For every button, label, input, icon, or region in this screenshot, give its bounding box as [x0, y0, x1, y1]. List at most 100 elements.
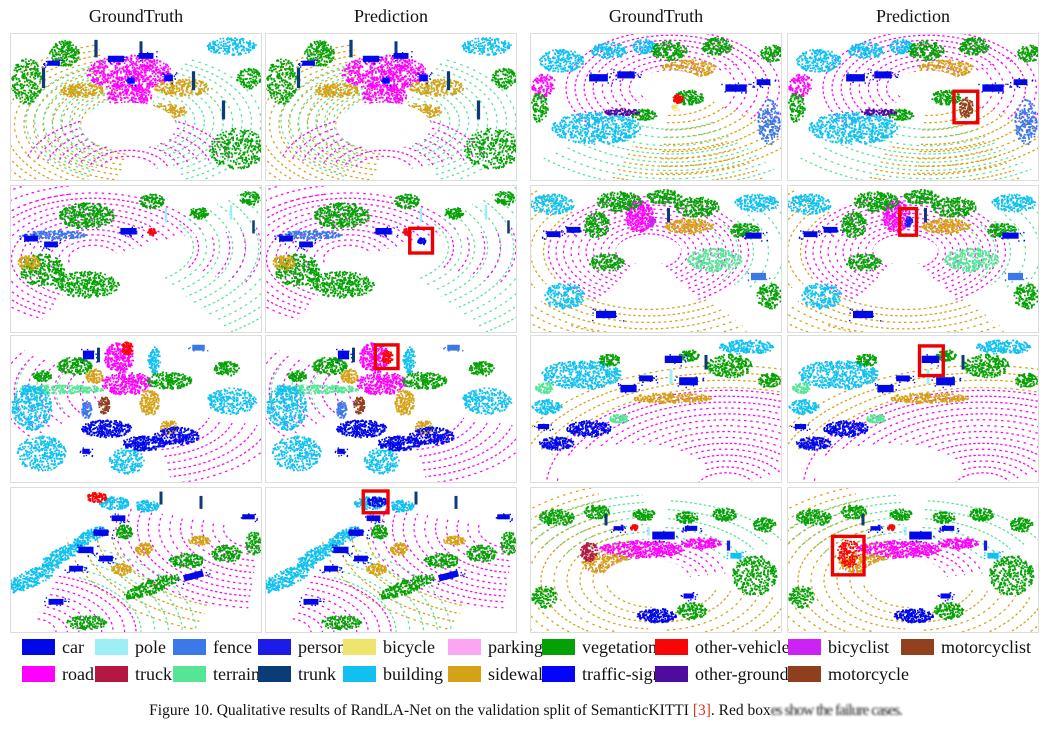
legend-swatch-fence: [173, 639, 206, 655]
legend-swatch-sidewalk: [448, 666, 481, 682]
legend-item-car: car: [22, 636, 84, 658]
legend-swatch-person: [258, 639, 291, 655]
legend-label-building: building: [383, 664, 444, 684]
pointcloud-canvas: [788, 186, 1038, 332]
legend-swatch-parking: [448, 639, 481, 655]
legend-item-building: building: [343, 663, 443, 685]
legend-item-road: road: [22, 663, 94, 685]
pointcloud-canvas: [788, 34, 1038, 180]
legend-swatch-truck: [95, 666, 128, 682]
caption-text-2: . Red box: [710, 702, 771, 719]
legend-item-bicyclist: bicyclist: [788, 636, 889, 658]
legend-item-trunk: trunk: [258, 663, 336, 685]
pointcloud-cell-r1c4-pred: [787, 33, 1039, 181]
pointcloud-cell-r4c4-pred: [787, 487, 1039, 633]
legend-swatch-bicyclist: [788, 639, 821, 655]
pointcloud-canvas: [266, 186, 516, 332]
caption-garbled-tail: es show the failure cases.: [770, 702, 903, 719]
pointcloud-canvas: [531, 488, 781, 632]
legend-label-trunk: trunk: [298, 664, 336, 684]
legend-swatch-motorcycle: [788, 666, 821, 682]
pointcloud-canvas: [266, 336, 516, 482]
legend-label-terrain: terrain: [213, 664, 260, 684]
legend-swatch-other-vehicle: [655, 639, 688, 655]
legend-label-person: person: [298, 637, 346, 657]
pointcloud-canvas: [531, 34, 781, 180]
legend-swatch-vegetation: [542, 639, 575, 655]
legend-item-sidewalk: sidewalk: [448, 663, 552, 685]
legend-label-parking: parking: [488, 637, 543, 657]
legend-swatch-trunk: [258, 666, 291, 682]
legend-item-motorcyclist: motorcyclist: [901, 636, 1031, 658]
legend-swatch-road: [22, 666, 55, 682]
legend-label-other-vehicle: other-vehicle: [695, 637, 790, 657]
legend-label-traffic-sign: traffic-sign: [582, 664, 662, 684]
citation-link[interactable]: [3]: [692, 702, 711, 719]
pointcloud-cell-r3c1-gt: [10, 335, 262, 483]
pointcloud-canvas: [11, 488, 261, 632]
pointcloud-canvas: [11, 34, 261, 180]
figure-caption: Figure 10. Qualitative results of RandLA…: [0, 702, 1051, 720]
pointcloud-cell-r2c2-pred: [265, 185, 517, 333]
pointcloud-cell-r2c4-pred: [787, 185, 1039, 333]
legend-swatch-other-ground: [655, 666, 688, 682]
legend-swatch-car: [22, 639, 55, 655]
pointcloud-cell-r1c1-gt: [10, 33, 262, 181]
legend-label-sidewalk: sidewalk: [488, 664, 552, 684]
legend-swatch-bicycle: [343, 639, 376, 655]
pointcloud-cell-r3c4-pred: [787, 335, 1039, 483]
pointcloud-canvas: [531, 336, 781, 482]
legend-label-motorcycle: motorcycle: [828, 664, 909, 684]
legend-item-person: person: [258, 636, 346, 658]
legend-swatch-motorcyclist: [901, 639, 934, 655]
legend-item-pole: pole: [95, 636, 166, 658]
legend-label-motorcyclist: motorcyclist: [941, 637, 1031, 657]
legend-item-fence: fence: [173, 636, 252, 658]
legend-label-bicycle: bicycle: [383, 637, 435, 657]
legend-item-terrain: terrain: [173, 663, 260, 685]
legend-item-traffic-sign: traffic-sign: [542, 663, 662, 685]
pointcloud-canvas: [788, 488, 1038, 632]
column-header-groundtruth-right: GroundTruth: [608, 6, 704, 26]
legend-label-vegetation: vegetation: [582, 637, 657, 657]
column-header-prediction-right: Prediction: [876, 6, 950, 26]
legend-label-road: road: [62, 664, 94, 684]
pointcloud-cell-r1c3-gt: [530, 33, 782, 181]
legend-item-truck: truck: [95, 663, 172, 685]
pointcloud-canvas: [788, 336, 1038, 482]
legend-label-pole: pole: [135, 637, 166, 657]
pointcloud-canvas: [11, 186, 261, 332]
legend-item-bicycle: bicycle: [343, 636, 435, 658]
legend-label-truck: truck: [135, 664, 172, 684]
column-header-prediction-left: Prediction: [354, 6, 428, 26]
pointcloud-cell-r4c3-gt: [530, 487, 782, 633]
legend-item-other-ground: other-ground: [655, 663, 789, 685]
legend-item-parking: parking: [448, 636, 543, 658]
pointcloud-cell-r2c3-gt: [530, 185, 782, 333]
legend-swatch-traffic-sign: [542, 666, 575, 682]
legend-swatch-building: [343, 666, 376, 682]
pointcloud-canvas: [266, 488, 516, 632]
legend-label-bicyclist: bicyclist: [828, 637, 889, 657]
pointcloud-canvas: [531, 186, 781, 332]
legend-item-other-vehicle: other-vehicle: [655, 636, 790, 658]
class-legend: car pole fence person bicycle parking vegetati…: [0, 634, 1051, 692]
legend-item-vegetation: vegetation: [542, 636, 657, 658]
legend-label-car: car: [62, 637, 84, 657]
pointcloud-canvas: [266, 34, 516, 180]
legend-label-fence: fence: [213, 637, 252, 657]
caption-text: Figure 10. Qualitative results of RandLA…: [149, 702, 693, 719]
column-header-groundtruth-left: GroundTruth: [88, 6, 184, 26]
pointcloud-cell-r3c3-gt: [530, 335, 782, 483]
pointcloud-cell-r1c2-pred: [265, 33, 517, 181]
legend-swatch-terrain: [173, 666, 206, 682]
legend-label-other-ground: other-ground: [695, 664, 789, 684]
legend-item-motorcycle: motorcycle: [788, 663, 909, 685]
pointcloud-canvas: [11, 336, 261, 482]
pointcloud-cell-r3c2-pred: [265, 335, 517, 483]
pointcloud-cell-r4c1-gt: [10, 487, 262, 633]
legend-swatch-pole: [95, 639, 128, 655]
pointcloud-cell-r4c2-pred: [265, 487, 517, 633]
pointcloud-grid: [10, 33, 1039, 633]
